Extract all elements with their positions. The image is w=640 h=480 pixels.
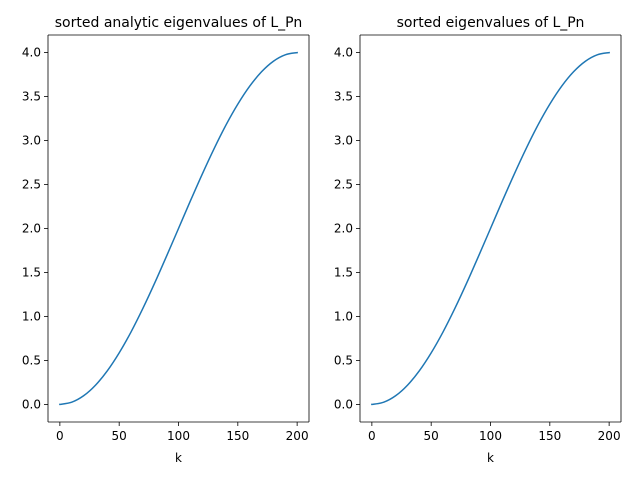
left-x-tick-label: 0 [56,429,64,443]
left-y-tick-label: 3.0 [22,134,41,148]
right-x-tick-label: 50 [424,429,439,443]
right-y-tick-label: 1.0 [334,309,353,323]
right-y-tick-label: 2.0 [334,222,353,236]
right-y-tick-label: 0.5 [334,353,353,367]
right-y-tick-label: 3.5 [334,90,353,104]
right-y-tick-label: 0.0 [334,397,353,411]
right-series-line [370,51,611,406]
left-x-tick-label: 100 [167,429,190,443]
right-y-tick-label: 2.5 [334,178,353,192]
left-y-tick-label: 0.0 [22,397,41,411]
left-y-tick-label: 2.5 [22,178,41,192]
right-y-tick-label: 3.0 [334,134,353,148]
right-subplot: sorted eigenvalues of L_Pn 0 50 100 150 2000… [334,15,622,465]
left-y-tick-label: 1.0 [22,309,41,323]
right-x-tick-label: 150 [538,429,561,443]
right-y-tick-label: 1.5 [334,265,353,279]
right-y-tick-label: 4.0 [334,46,353,60]
left-y-tick-label: 2.0 [22,222,41,236]
left-x-tick-label: 150 [226,429,249,443]
right-chart-title: sorted eigenvalues of L_Pn [397,15,585,31]
left-chart-title: sorted analytic eigenvalues of L_Pn [55,15,302,31]
left-x-axis-label: k [175,451,182,465]
left-subplot: sorted analytic eigenvalues of L_Pn 0 50 1… [22,15,310,465]
left-plot-area: 0 50 100 150 200 0.0 0.5 1.0 1.5 2.0 2.5 3.0 3.5 4.0 [22,34,310,443]
left-y-tick-label: 0.5 [22,353,41,367]
left-series-line [58,51,299,406]
left-y-tick-label: 4.0 [22,46,41,60]
left-y-tick-label: 3.5 [22,90,41,104]
left-y-tick-label: 1.5 [22,265,41,279]
right-x-tick-label: 0 [368,429,376,443]
left-x-tick-label: 200 [286,429,309,443]
right-x-tick-label: 100 [479,429,502,443]
right-x-axis-label: k [487,451,494,465]
right-plot-area: 0 50 100 150 200 0.0 0.5 1.0 1.5 2.0 2.5 3.0 3.5 4.0 [334,34,622,443]
right-x-tick-label: 200 [598,429,621,443]
left-x-tick-label: 50 [112,429,127,443]
